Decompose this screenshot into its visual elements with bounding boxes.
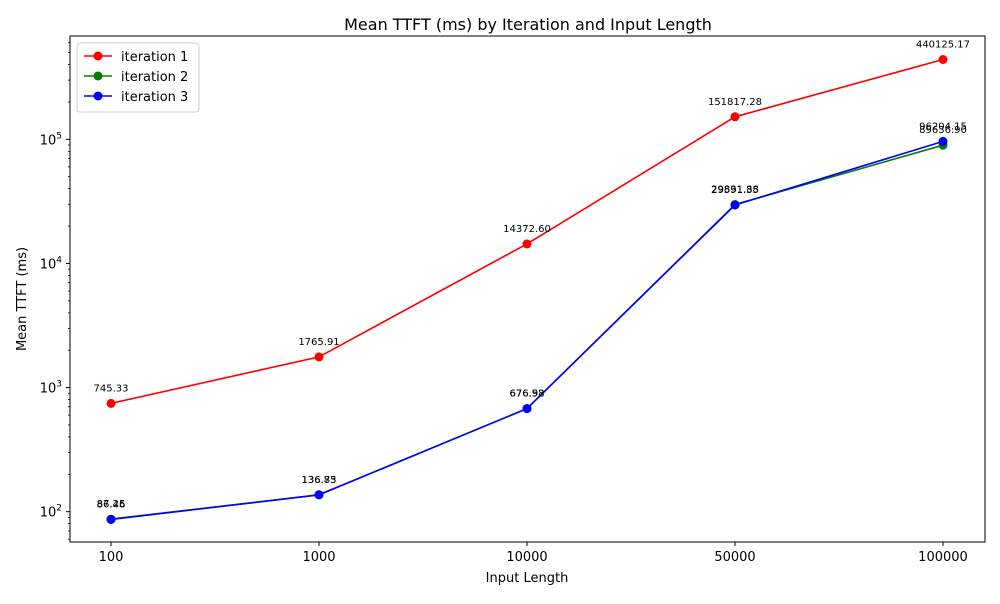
- y-tick-label: 104: [40, 255, 63, 272]
- data-point: [106, 515, 116, 524]
- series-layer: [106, 55, 948, 524]
- x-tick-label: 100000: [918, 550, 968, 565]
- data-label: 29831.88: [711, 185, 759, 196]
- x-tick-label: 10000: [506, 550, 547, 565]
- data-point: [938, 136, 948, 146]
- data-labels-layer: 745.33 1765.91 14372.60 151817.28 440125.17 8…: [94, 40, 971, 511]
- y-axis-label: Mean TTFT (ms): [15, 247, 30, 351]
- legend: iteration 1 iteration 2 iteration 3: [76, 42, 200, 113]
- data-point: [314, 490, 324, 500]
- x-tick-label: 1000: [302, 550, 335, 565]
- x-tick-label: 100: [99, 550, 124, 565]
- data-label: 86.46: [97, 500, 126, 511]
- data-point: [522, 239, 532, 249]
- y-tick-label: 102: [40, 504, 62, 521]
- data-label: 89636.90: [919, 125, 967, 136]
- y-tick-label: 105: [40, 131, 62, 148]
- data-label: 151817.28: [708, 97, 762, 108]
- data-label: 96204.15: [919, 121, 967, 132]
- x-axis-label: Input Length: [486, 571, 569, 586]
- legend-label: iteration 1: [121, 50, 188, 65]
- data-point: [730, 112, 740, 122]
- legend-box: [76, 42, 200, 113]
- data-label: 29591.35: [711, 185, 759, 196]
- data-label: 87.25: [97, 499, 126, 510]
- data-label: 440125.17: [916, 40, 970, 51]
- data-label: 136.75: [302, 475, 337, 486]
- legend-marker: [93, 51, 103, 61]
- data-label: 136.83: [302, 475, 337, 486]
- axis-ticks: 100 1000 10000 50000 100000 102 103 104 105: [40, 42, 968, 565]
- legend-marker: [93, 91, 103, 101]
- x-tick-label: 50000: [714, 550, 755, 565]
- y-tick-label: 103: [40, 380, 62, 397]
- chart-title: Mean TTFT (ms) by Iteration and Input Le…: [344, 15, 712, 34]
- data-point: [314, 352, 324, 362]
- data-label: 745.33: [94, 383, 129, 394]
- plot-frame: [69, 35, 986, 543]
- data-label: 1765.91: [298, 337, 339, 348]
- data-point: [938, 55, 948, 64]
- data-point: [522, 404, 532, 414]
- legend-label: iteration 3: [121, 90, 188, 105]
- data-point: [730, 200, 740, 210]
- data-label: 676.52: [510, 389, 545, 400]
- data-point: [106, 398, 116, 408]
- legend-marker: [93, 71, 103, 81]
- data-label: 14372.60: [503, 224, 551, 235]
- data-label: 676.98: [510, 389, 545, 400]
- legend-label: iteration 2: [121, 70, 188, 85]
